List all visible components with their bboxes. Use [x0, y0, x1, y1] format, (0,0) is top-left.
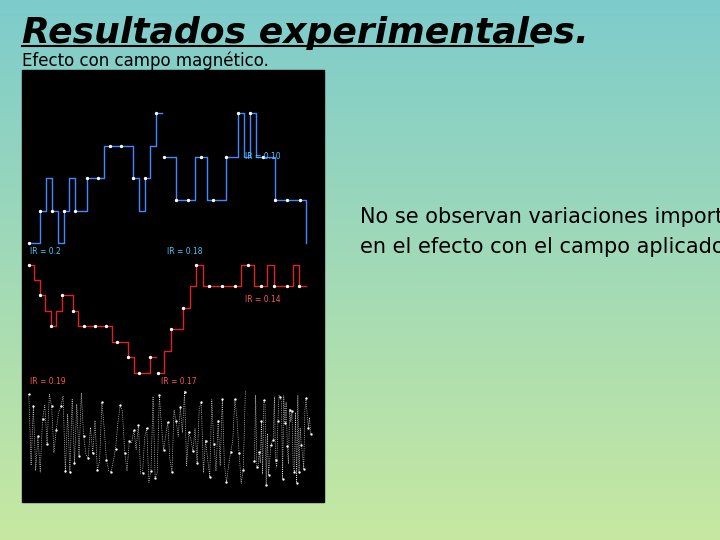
Text: IR = 0.19: IR = 0.19: [30, 377, 66, 386]
Text: IR = 0.18: IR = 0.18: [167, 247, 203, 256]
Text: No se observan variaciones importantes
en el efecto con el campo aplicado.: No se observan variaciones importantes e…: [360, 207, 720, 257]
Text: Efecto con campo magnético.: Efecto con campo magnético.: [22, 51, 269, 70]
Text: IR = 0.10: IR = 0.10: [246, 152, 281, 161]
Text: Resultados experimentales.: Resultados experimentales.: [22, 16, 588, 50]
Text: IR = 0.17: IR = 0.17: [161, 377, 197, 386]
Text: IR = 0.14: IR = 0.14: [246, 295, 281, 305]
FancyBboxPatch shape: [22, 70, 324, 502]
Text: IR = 0.2: IR = 0.2: [30, 247, 61, 256]
